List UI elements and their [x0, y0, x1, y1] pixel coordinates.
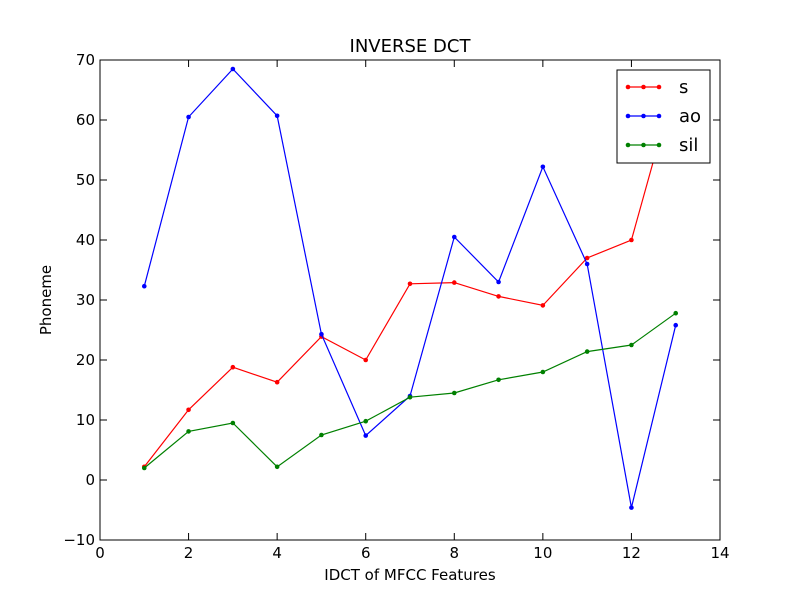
data-point-s: [407, 281, 413, 287]
data-point-sil: [230, 420, 236, 426]
x-tick-label: 12: [622, 544, 641, 562]
y-tick-label: 10: [76, 411, 95, 429]
data-point-sil: [363, 418, 369, 424]
data-point-sil: [496, 377, 501, 383]
x-axis-label: IDCT of MFCC Features: [324, 566, 496, 584]
data-point-ao: [186, 114, 191, 120]
data-point-ao: [629, 505, 634, 510]
data-point-ao: [274, 113, 280, 119]
data-point-sil: [186, 429, 191, 434]
data-point-ao: [584, 261, 590, 267]
data-point-s: [451, 280, 457, 285]
y-tick-label: 40: [76, 231, 95, 249]
series-layer: [141, 66, 679, 510]
plot-frame: [99, 59, 721, 541]
legend-label-ao: ao: [679, 106, 701, 127]
data-point-s: [540, 303, 546, 308]
data-point-s: [230, 364, 236, 370]
legend-marker-ao: [641, 113, 646, 119]
data-point-s: [274, 379, 280, 385]
data-point-sil: [673, 310, 679, 316]
legend: s ao sil: [616, 69, 711, 164]
y-tick-label: −10: [63, 531, 95, 549]
legend-marker-ao: [656, 113, 662, 119]
data-point-s: [186, 407, 191, 413]
legend-marker-s: [641, 84, 646, 90]
legend-marker-sil: [641, 142, 646, 148]
legend-marker-s: [656, 84, 662, 90]
data-point-ao: [319, 331, 324, 337]
y-tick-label: 20: [76, 351, 95, 369]
data-point-ao: [363, 433, 369, 438]
y-tick-label: 0: [85, 471, 95, 489]
data-point-sil: [141, 465, 147, 471]
data-point-ao: [451, 234, 457, 240]
data-point-s: [584, 255, 590, 261]
legend-marker-sil: [656, 142, 662, 148]
legend-marker-ao: [625, 113, 631, 119]
data-point-ao: [141, 283, 147, 289]
x-tick-label: 4: [272, 544, 282, 562]
data-point-sil: [540, 369, 546, 375]
data-point-sil: [407, 394, 413, 400]
x-tick-label: 2: [184, 544, 194, 562]
data-point-s: [629, 237, 634, 243]
data-point-ao: [673, 322, 679, 328]
y-tick-label: 30: [76, 291, 95, 309]
chart-title: INVERSE DCT: [350, 36, 472, 57]
data-point-sil: [274, 464, 280, 470]
y-tick-label: 70: [76, 51, 95, 69]
data-point-s: [363, 357, 369, 363]
x-tick-label: 8: [450, 544, 460, 562]
data-point-ao: [230, 66, 236, 72]
y-tick-label: 60: [76, 111, 95, 129]
y-axis-label: Phoneme: [37, 265, 55, 335]
data-point-sil: [451, 390, 457, 396]
data-point-sil: [319, 432, 324, 438]
y-tick-label: 50: [76, 171, 95, 189]
legend-label-s: s: [679, 77, 688, 98]
x-tick-label: 0: [95, 544, 105, 562]
legend-marker-sil: [625, 142, 631, 148]
legend-marker-s: [625, 84, 631, 90]
x-tick-label: 10: [533, 544, 552, 562]
data-point-sil: [584, 349, 590, 354]
x-tick-label: 14: [710, 544, 729, 562]
data-point-sil: [629, 342, 634, 348]
x-tick-label: 6: [361, 544, 371, 562]
data-point-ao: [540, 164, 546, 170]
data-point-s: [496, 294, 501, 299]
legend-label-sil: sil: [679, 135, 698, 156]
data-point-ao: [496, 279, 501, 285]
